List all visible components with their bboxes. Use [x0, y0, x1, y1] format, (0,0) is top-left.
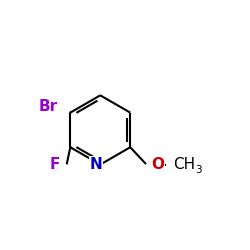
- Text: N: N: [90, 157, 102, 172]
- Text: 3: 3: [195, 165, 202, 175]
- Text: F: F: [49, 157, 60, 172]
- Text: Br: Br: [39, 99, 58, 114]
- Text: O: O: [152, 157, 164, 172]
- Text: CH: CH: [173, 157, 196, 172]
